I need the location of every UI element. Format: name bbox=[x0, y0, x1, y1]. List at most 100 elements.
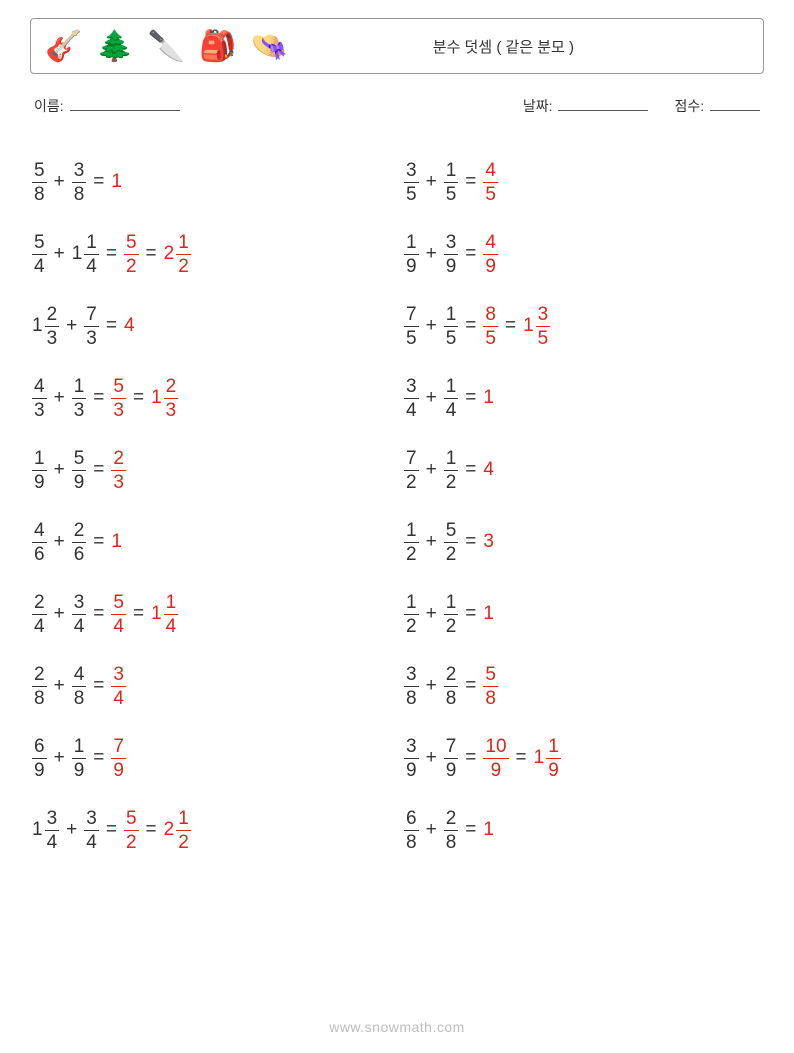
fraction-term: 46 bbox=[32, 521, 47, 564]
problems-col-left: 58+38=154+114=52=212123+73=443+13=53=123… bbox=[30, 146, 392, 866]
fraction-term: 12 bbox=[444, 449, 459, 492]
answer: 52 bbox=[124, 233, 139, 276]
fraction-term: 12 bbox=[404, 521, 419, 564]
answer: 109 bbox=[483, 737, 508, 780]
problems-col-right: 35+15=4519+39=4975+15=85=13534+14=172+12… bbox=[402, 146, 764, 866]
fraction-term: 26 bbox=[72, 521, 87, 564]
plus-operator: + bbox=[426, 171, 437, 193]
fraction-term: 12 bbox=[404, 593, 419, 636]
fraction-term: 19 bbox=[32, 449, 47, 492]
problem-row: 134+34=52=212 bbox=[30, 794, 392, 866]
fraction-term: 69 bbox=[32, 737, 47, 780]
problem-row: 19+59=23 bbox=[30, 434, 392, 506]
fraction-term: 15 bbox=[444, 305, 459, 348]
problem-row: 34 +14 = 1 bbox=[402, 362, 764, 434]
equals-sign: = bbox=[146, 819, 157, 841]
plus-operator: + bbox=[54, 675, 65, 697]
score-label: 점수: bbox=[674, 98, 704, 114]
problem-row: 54+114=52=212 bbox=[30, 218, 392, 290]
hat-icon: 👒 bbox=[250, 29, 287, 64]
problems-grid: 58+38=154+114=52=212123+73=443+13=53=123… bbox=[30, 146, 764, 866]
plus-operator: + bbox=[54, 171, 65, 193]
plus-operator: + bbox=[426, 315, 437, 337]
score-blank[interactable] bbox=[710, 97, 760, 111]
footer-watermark: www.snowmath.com bbox=[0, 1019, 794, 1035]
equals-sign: = bbox=[106, 315, 117, 337]
plus-operator: + bbox=[54, 531, 65, 553]
answer: 123 bbox=[151, 377, 178, 420]
fraction-term: 19 bbox=[72, 737, 87, 780]
problem-row: 19+39=49 bbox=[402, 218, 764, 290]
problem-row: 28 +48 = 34 bbox=[30, 650, 392, 722]
equals-sign: = bbox=[465, 171, 476, 193]
fraction-term: 34 bbox=[404, 377, 419, 420]
problem-row: 58+38=1 bbox=[30, 146, 392, 218]
problem-row: 75+15=85=135 bbox=[402, 290, 764, 362]
plus-operator: + bbox=[54, 243, 65, 265]
plus-operator: + bbox=[54, 747, 65, 769]
equals-sign: = bbox=[93, 675, 104, 697]
fraction-term: 28 bbox=[444, 809, 459, 852]
equals-sign: = bbox=[93, 747, 104, 769]
answer: 34 bbox=[111, 665, 126, 708]
equals-sign: = bbox=[146, 243, 157, 265]
answer: 114 bbox=[151, 593, 178, 636]
problem-row: 12+12=1 bbox=[402, 578, 764, 650]
answer: 1 bbox=[111, 531, 122, 553]
plus-operator: + bbox=[66, 819, 77, 841]
plus-operator: + bbox=[426, 531, 437, 553]
name-blank[interactable] bbox=[70, 97, 180, 111]
equals-sign: = bbox=[465, 819, 476, 841]
fraction-term: 28 bbox=[444, 665, 459, 708]
equals-sign: = bbox=[106, 819, 117, 841]
equals-sign: = bbox=[465, 387, 476, 409]
plus-operator: + bbox=[426, 387, 437, 409]
fraction-term: 75 bbox=[404, 305, 419, 348]
problem-row: 46+26=1 bbox=[30, 506, 392, 578]
equals-sign: = bbox=[465, 747, 476, 769]
problem-row: 123+73=4 bbox=[30, 290, 392, 362]
plus-operator: + bbox=[54, 459, 65, 481]
equals-sign: = bbox=[465, 675, 476, 697]
answer: 45 bbox=[483, 161, 498, 204]
fraction-term: 34 bbox=[84, 809, 99, 852]
fraction-term: 34 bbox=[72, 593, 87, 636]
worksheet-title: 분수 덧셈 ( 같은 분모 ) bbox=[288, 36, 749, 57]
equals-sign: = bbox=[465, 315, 476, 337]
fraction-term: 24 bbox=[32, 593, 47, 636]
fraction-term: 28 bbox=[32, 665, 47, 708]
fraction-term: 14 bbox=[444, 377, 459, 420]
plus-operator: + bbox=[54, 387, 65, 409]
fraction-term: 52 bbox=[444, 521, 459, 564]
fraction-term: 38 bbox=[404, 665, 419, 708]
answer: 1 bbox=[483, 387, 494, 409]
name-label: 이름: bbox=[34, 98, 64, 114]
equals-sign: = bbox=[465, 603, 476, 625]
problem-row: 43+13=53=123 bbox=[30, 362, 392, 434]
equals-sign: = bbox=[93, 171, 104, 193]
fraction-term: 13 bbox=[72, 377, 87, 420]
fraction-term: 59 bbox=[72, 449, 87, 492]
equals-sign: = bbox=[93, 387, 104, 409]
fraction-term: 134 bbox=[32, 809, 59, 852]
answer: 53 bbox=[111, 377, 126, 420]
fraction-term: 48 bbox=[72, 665, 87, 708]
fraction-term: 19 bbox=[404, 233, 419, 276]
answer: 212 bbox=[164, 233, 191, 276]
equals-sign: = bbox=[516, 747, 527, 769]
date-blank[interactable] bbox=[558, 97, 648, 111]
problem-row: 39+79=109=119 bbox=[402, 722, 764, 794]
fraction-term: 73 bbox=[84, 305, 99, 348]
answer: 4 bbox=[124, 315, 135, 337]
date-label: 날짜: bbox=[523, 98, 553, 114]
knife-icon: 🔪 bbox=[148, 29, 185, 64]
fraction-term: 54 bbox=[32, 233, 47, 276]
plus-operator: + bbox=[426, 459, 437, 481]
header-icons: 🎸 🌲 🔪 🎒 👒 bbox=[45, 29, 288, 64]
answer: 212 bbox=[164, 809, 191, 852]
answer: 3 bbox=[483, 531, 494, 553]
fraction-term: 123 bbox=[32, 305, 59, 348]
fraction-term: 79 bbox=[444, 737, 459, 780]
problem-row: 72+12=4 bbox=[402, 434, 764, 506]
equals-sign: = bbox=[465, 243, 476, 265]
